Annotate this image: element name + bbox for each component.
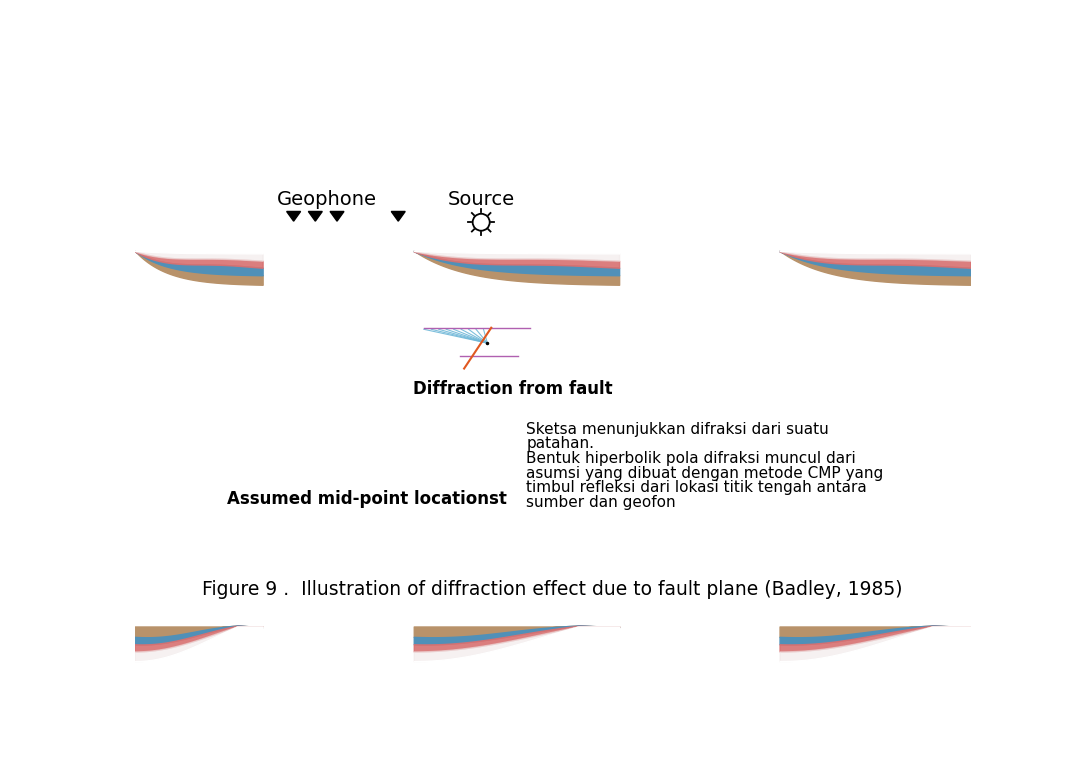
Text: Bentuk hiperbolik pola difraksi muncul dari: Bentuk hiperbolik pola difraksi muncul d… [526,451,856,466]
Text: timbul refleksi dari lokasi titik tengah antara: timbul refleksi dari lokasi titik tengah… [526,480,867,495]
Text: Geophone: Geophone [277,190,377,209]
Text: sumber dan geofon: sumber dan geofon [526,495,676,510]
Text: Assumed mid-point locationst: Assumed mid-point locationst [227,491,507,509]
Polygon shape [391,211,405,221]
Text: patahan.: patahan. [526,437,594,451]
Text: Figure 9 .  Illustration of diffraction effect due to fault plane (Badley, 1985): Figure 9 . Illustration of diffraction e… [203,580,902,599]
Text: asumsi yang dibuat dengan metode CMP yang: asumsi yang dibuat dengan metode CMP yan… [526,465,883,481]
Text: Diffraction from fault: Diffraction from fault [413,380,612,399]
Polygon shape [308,211,322,221]
Text: Source: Source [447,190,514,209]
Text: Sketsa menunjukkan difraksi dari suatu: Sketsa menunjukkan difraksi dari suatu [526,422,829,437]
Polygon shape [287,211,301,221]
Polygon shape [330,211,344,221]
